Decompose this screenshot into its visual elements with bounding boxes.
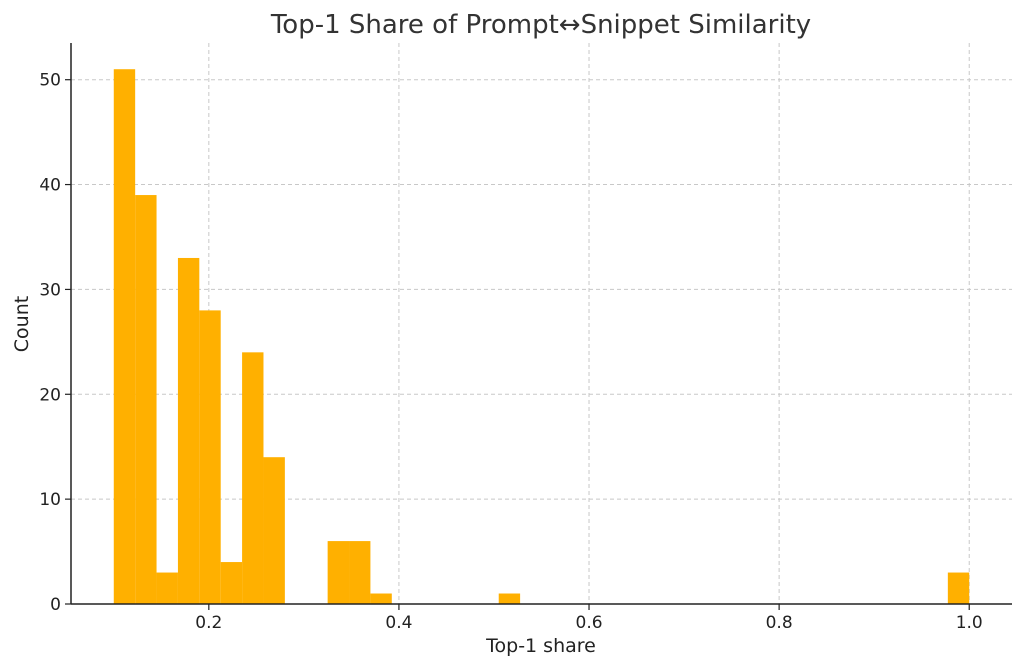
y-tick-label-2: 20 (39, 385, 61, 405)
axes (70, 43, 1012, 605)
histogram-bar-1 (135, 195, 157, 604)
bars (113, 69, 970, 604)
x-tick-label-1: 0.4 (385, 613, 412, 633)
histogram-bar-10 (370, 593, 392, 604)
histogram-bar-4 (199, 310, 221, 604)
x-axis-label: Top-1 share (485, 635, 596, 657)
chart-title: Top-1 Share of Prompt↔Snippet Similarity (270, 10, 811, 40)
y-tick-label-3: 30 (39, 280, 61, 300)
histogram-bar-11 (498, 593, 521, 604)
histogram-bar-6 (242, 352, 264, 604)
y-axis-label: Count (11, 296, 33, 352)
histogram-bar-12 (947, 572, 970, 604)
histogram-bar-3 (177, 257, 200, 604)
x-tick-label-3: 0.8 (766, 613, 793, 633)
y-tick-label-5: 50 (39, 71, 61, 91)
histogram-bar-0 (113, 69, 136, 604)
x-tick-label-2: 0.6 (576, 613, 603, 633)
histogram-bar-2 (156, 572, 178, 604)
ticks: 0.2 0.4 0.6 0.8 1.0 0 10 20 30 40 50 (39, 71, 982, 633)
y-tick-label-1: 10 (39, 490, 61, 510)
y-tick-label-0: 0 (50, 595, 61, 615)
histogram-bar-7 (263, 457, 285, 604)
x-tick-label-0: 0.2 (195, 613, 222, 633)
histogram-bar-9 (349, 541, 371, 604)
x-tick-label-4: 1.0 (956, 613, 983, 633)
histogram-bar-5 (220, 562, 243, 604)
histogram-bar-8 (327, 541, 350, 604)
y-tick-label-4: 40 (39, 176, 61, 196)
